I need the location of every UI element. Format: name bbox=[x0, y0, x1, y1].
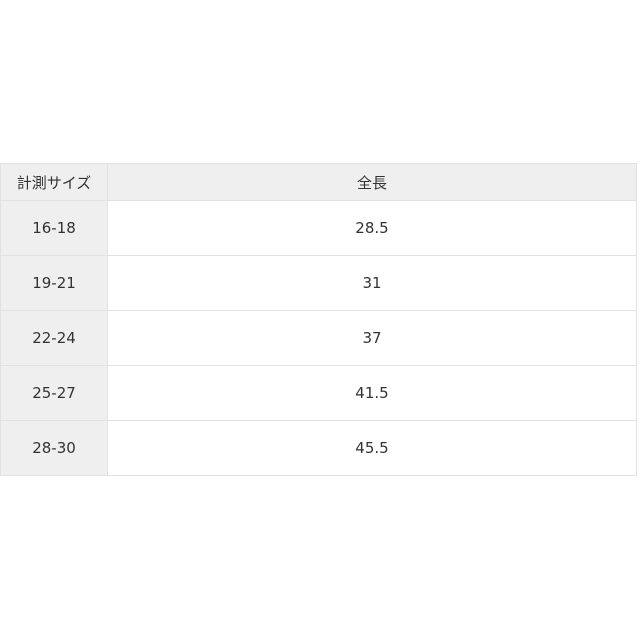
table-row: 16-18 28.5 bbox=[0, 200, 637, 256]
table-row: 28-30 45.5 bbox=[0, 420, 637, 476]
table-row: 22-24 37 bbox=[0, 310, 637, 366]
header-length: 全長 bbox=[107, 163, 637, 201]
table-header-row: 計測サイズ 全長 bbox=[0, 163, 637, 201]
length-cell: 31 bbox=[107, 255, 637, 311]
table-row: 19-21 31 bbox=[0, 255, 637, 311]
size-cell: 19-21 bbox=[0, 255, 108, 311]
table-row: 25-27 41.5 bbox=[0, 365, 637, 421]
size-cell: 28-30 bbox=[0, 420, 108, 476]
size-cell: 22-24 bbox=[0, 310, 108, 366]
length-cell: 28.5 bbox=[107, 200, 637, 256]
length-cell: 37 bbox=[107, 310, 637, 366]
size-cell: 16-18 bbox=[0, 200, 108, 256]
length-cell: 41.5 bbox=[107, 365, 637, 421]
header-size: 計測サイズ bbox=[0, 163, 108, 201]
size-table: 計測サイズ 全長 16-18 28.5 19-21 31 22-24 37 25… bbox=[0, 163, 637, 476]
length-cell: 45.5 bbox=[107, 420, 637, 476]
size-cell: 25-27 bbox=[0, 365, 108, 421]
